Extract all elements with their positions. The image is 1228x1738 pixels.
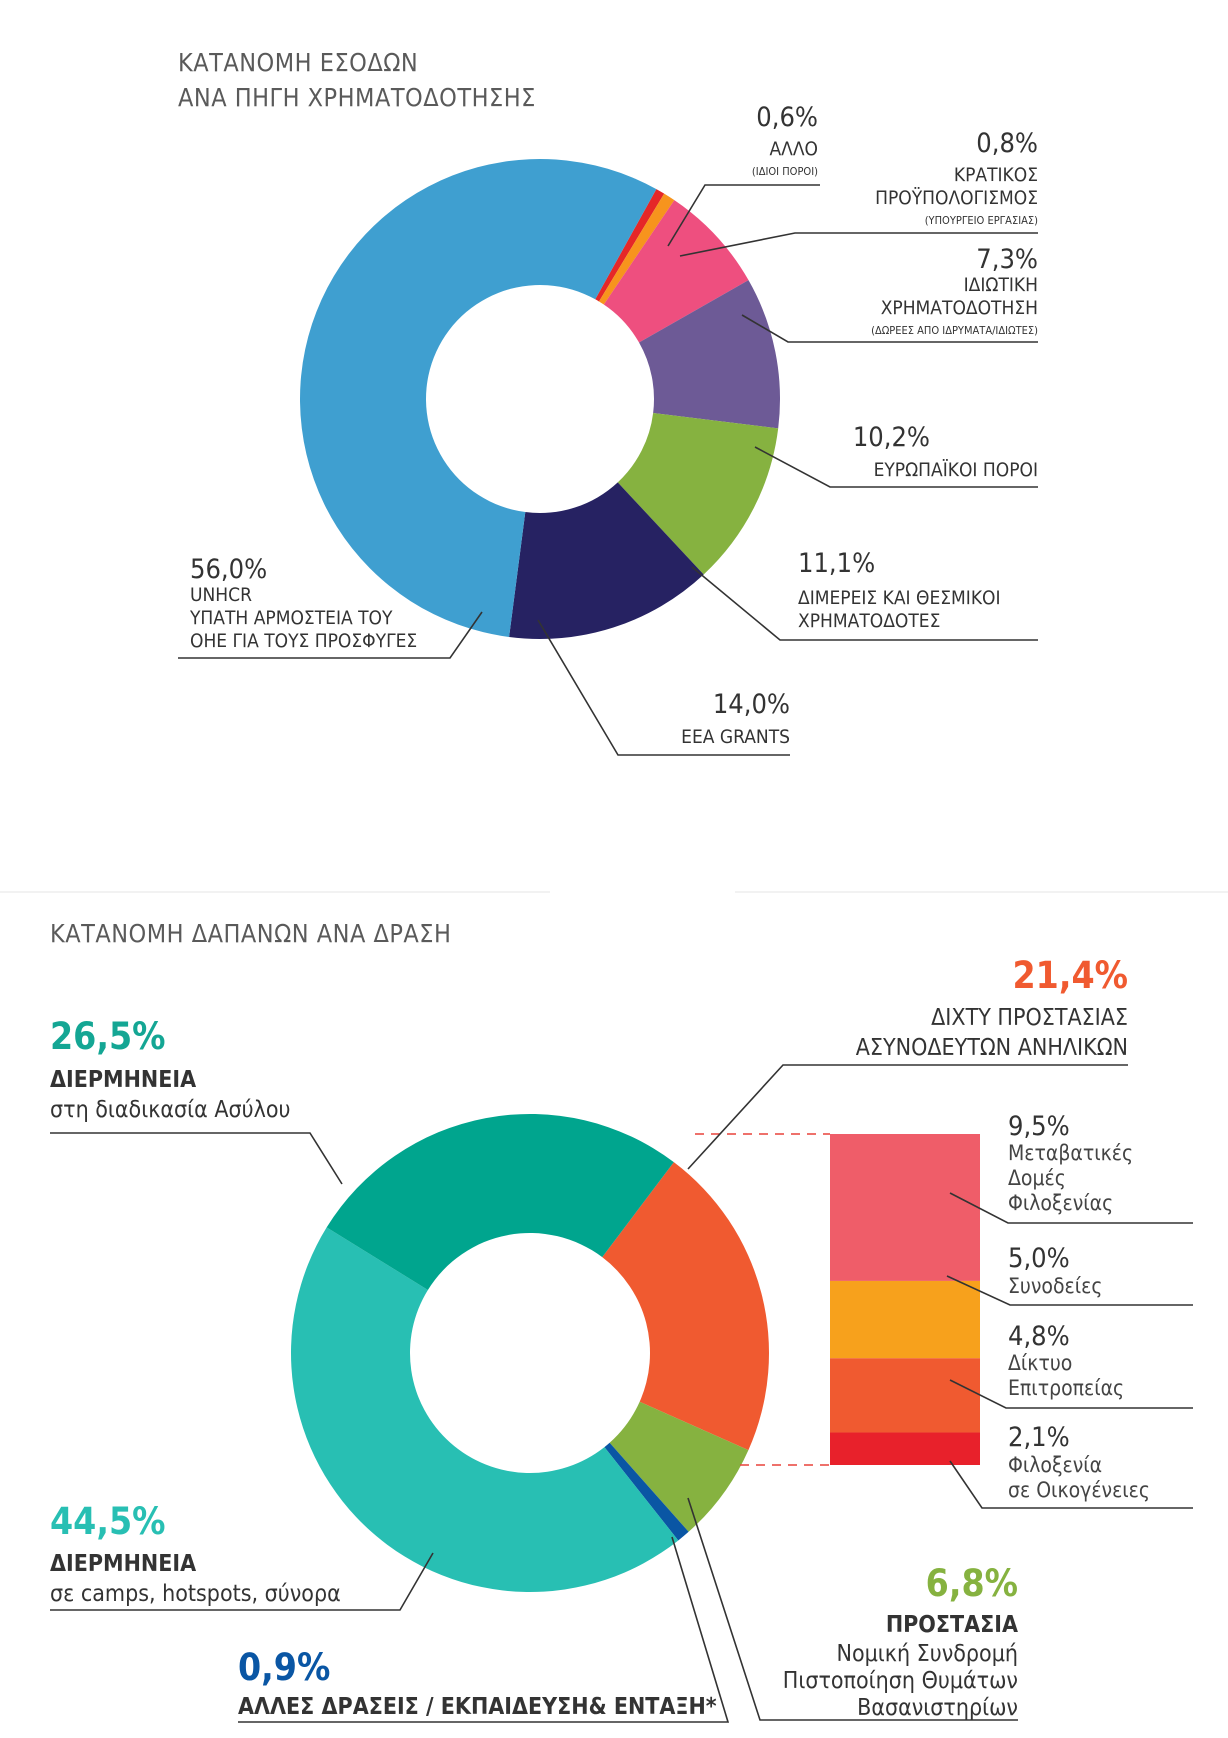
leader-unhcr [178,611,483,659]
transit-label-2: Δομές [1008,1166,1066,1190]
private-label-1: ΙΔΙΩΤΙΚΗ [964,274,1038,296]
leader-guardianship [949,1379,1193,1409]
protection-head: ΠΡΟΣΤΑΣΙΑ [886,1612,1018,1638]
european-percent: 10,2% [853,422,930,453]
leader-other [667,184,820,247]
expenses-donut [291,1114,769,1592]
leader-state [679,232,1038,257]
european-label: ΕΥΡΩΠΑΪΚΟΙ ΠΟΡΟΙ [874,458,1038,481]
guardianship-label-1: Δίκτυο [1008,1351,1072,1375]
private-label-2: ΧΡΗΜΑΤΟΔΟΤΗΣΗ [881,297,1038,319]
eea-percent: 14,0% [713,689,790,720]
transit-label-3: Φιλοξενίας [1008,1191,1113,1215]
other-note: (ΙΔΙΟΙ ΠΟΡΟΙ) [752,165,818,178]
expenses-chart-title: ΚΑΤΑΝΟΜΗ ΔΑΠΑΝΩΝ ΑΝΑ ΔΡΑΣΗ [50,919,451,948]
foster-percent: 2,1% [1008,1422,1070,1453]
leader-european [754,446,1038,488]
leader-interp-camps [50,1552,434,1611]
leader-private [741,314,1038,343]
expenses-slice-interp_camps [291,1227,679,1592]
interp-asylum-desc: στη διαδικασία Ασύλου [50,1097,291,1123]
leader-foster [949,1460,1193,1509]
income-slice-bilateral [617,412,779,575]
foster-label-2: σε Οικογένειες [1008,1478,1150,1502]
income-chart-title-line-2: ΑΝΑ ΠΗΓΗ ΧΡΗΜΑΤΟΔΟΤΗΣΗΣ [178,83,536,112]
state-label-1: ΚΡΑΤΙΚΟΣ [954,164,1038,186]
leader-transit [949,1192,1193,1224]
income-chart-title-line-1: ΚΑΤΑΝΟΜΗ ΕΣΟΔΩΝ [178,48,418,77]
transit-label-1: Μεταβατικές [1008,1141,1133,1165]
escorts-label: Συνοδείες [1008,1274,1102,1298]
protection-desc-2: Πιστοποίηση Θυμάτων [783,1668,1018,1694]
other-percent: 0,6% [756,102,818,133]
expenses-slice-interp_asylum [326,1114,674,1290]
foster-label-1: Φιλοξενία [1008,1453,1102,1477]
protection-desc-3: Βασανιστηρίων [857,1695,1018,1721]
interp-camps-percent: 44,5% [50,1500,165,1543]
leader-other-actions [238,1536,730,1723]
interp-asylum-percent: 26,5% [50,1015,165,1058]
income-slice-private [603,200,749,343]
unhcr-percent: 56,0% [190,554,267,585]
guardianship-label-2: Επιτροπείας [1008,1376,1124,1400]
interp-camps-head: ΔΙΕΡΜΗΝΕΙΑ [50,1551,196,1577]
unhcr-label-3: ΟΗΕ ΓΙΑ ΤΟΥΣ ΠΡΟΣΦΥΓΕΣ [190,630,417,652]
leader-escorts [946,1275,1193,1306]
other-actions-head: ΑΛΛΕΣ ΔΡΑΣΕΙΣ / ΕΚΠΑΙΔΕΥΣΗ& ΕΝΤΑΞΗ* [238,1694,717,1720]
interp-camps-desc: σε camps, hotspots, σύνορα [50,1581,341,1607]
protection-desc-1: Νομική Συνδρομή [836,1641,1018,1667]
escorts-percent: 5,0% [1008,1243,1070,1274]
eea-label: EEA GRANTS [681,726,790,748]
expenses-slice-protection [609,1401,749,1532]
private-percent: 7,3% [976,244,1038,275]
other-label: ΑΛΛΟ [769,138,818,160]
protection-percent: 6,8% [926,1562,1018,1605]
state-label-2: ΠΡΟΫΠΟΛΟΓΙΣΜΟΣ [875,186,1038,209]
expenses-slice-minors [602,1162,769,1451]
state-note: (ΥΠΟΥΡΓΕΙΟ ΕΡΓΑΣΙΑΣ) [925,214,1038,227]
leader-bilateral [691,566,1038,641]
income-slice-eea [509,482,704,639]
bilateral-label-1: ΔΙΜΕΡΕΙΣ ΚΑΙ ΘΕΣΜΙΚΟΙ [798,587,1001,609]
income-slice-unhcr [300,159,657,638]
breakdown-segment-escorts [830,1280,980,1359]
other-actions-percent: 0,9% [238,1646,330,1689]
unhcr-label-1: UNHCR [190,584,252,606]
minors-breakdown-bar [830,1134,980,1465]
unhcr-label-2: ΥΠΑΤΗ ΑΡΜΟΣΤΕΙΑ ΤΟΥ [189,607,393,629]
breakdown-segment-foster [830,1432,980,1465]
breakdown-segment-guardianship [830,1358,980,1433]
expenses-chart: ΚΑΤΑΝΟΜΗ ΔΑΠΑΝΩΝ ΑΝΑ ΔΡΑΣΗ 26,5% ΔΙΕΡΜΗΝ… [50,919,1193,1723]
bilateral-percent: 11,1% [798,548,875,579]
income-slice-state [598,193,675,305]
state-percent: 0,8% [976,128,1038,159]
leader-interp-asylum [50,1132,343,1185]
interp-asylum-head: ΔΙΕΡΜΗΝΕΙΑ [50,1067,196,1093]
minors-head: ΔΙΧΤΥ ΠΡΟΣΤΑΣΙΑΣ [931,1005,1128,1031]
minors-percent: 21,4% [1013,954,1128,997]
minors-head-2: ΑΣΥΝΟΔΕΥΤΩΝ ΑΝΗΛΙΚΩΝ [856,1035,1128,1061]
bilateral-label-2: ΧΡΗΜΑΤΟΔΟΤΕΣ [798,610,940,632]
income-chart: ΚΑΤΑΝΟΜΗ ΕΣΟΔΩΝ ΑΝΑ ΠΗΓΗ ΧΡΗΜΑΤΟΔΟΤΗΣΗΣ … [178,48,1038,756]
expenses-slice-other_actions [604,1442,689,1541]
leader-protection [687,1497,1018,1721]
income-slice-other [595,189,665,302]
breakdown-segment-transit [830,1134,980,1281]
transit-percent: 9,5% [1008,1111,1070,1142]
income-donut [300,159,780,639]
guardianship-percent: 4,8% [1008,1321,1070,1352]
private-note: (ΔΩΡΕΕΣ ΑΠΟ ΙΔΡΥΜΑΤΑ/ΙΔΙΩΤΕΣ) [871,324,1038,337]
leader-eea [537,619,790,756]
leader-minors [687,1064,1128,1170]
